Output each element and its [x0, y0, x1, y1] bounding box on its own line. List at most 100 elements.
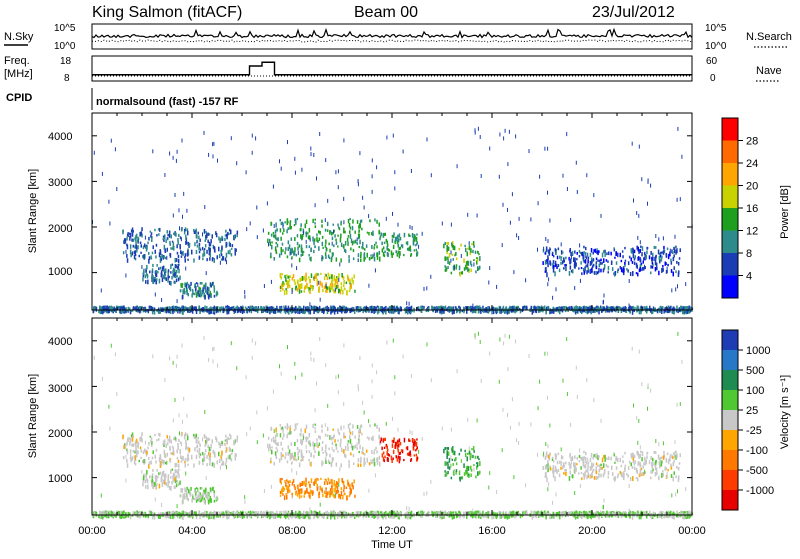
power-echo-cell — [332, 237, 334, 241]
velocity-echo-cell — [274, 462, 276, 466]
power-echo-cell — [607, 260, 609, 263]
power-echo-cell — [384, 254, 386, 257]
velocity-echo-cell — [600, 467, 602, 470]
velocity-echo-cell — [146, 451, 148, 455]
power-echo-cell — [142, 278, 144, 282]
velocity-echo-cell — [144, 449, 146, 453]
power-echo-cell — [205, 288, 207, 292]
velocity-echo-cell — [314, 484, 316, 487]
power-echo-cell — [212, 282, 214, 285]
velocity-echo-cell — [158, 433, 160, 435]
velocity-echo-cell — [600, 474, 602, 478]
power-speckle — [322, 255, 323, 259]
velocity-echo-cell — [397, 458, 399, 462]
power-echo-cell — [475, 251, 477, 254]
velocity-echo-cell — [636, 477, 638, 479]
power-echo-cell — [595, 250, 597, 253]
power-echo-cell — [473, 245, 475, 248]
velocity-echo-cell — [357, 447, 359, 450]
power-speckle — [231, 136, 232, 140]
power-echo-cell — [384, 233, 386, 236]
power-echo-cell — [281, 252, 283, 255]
velocity-echo-cell — [131, 443, 133, 446]
power-echo-cell — [185, 258, 187, 262]
power-echo-cell — [553, 255, 555, 257]
power-echo-cell — [199, 243, 201, 246]
velocity-echo-cell — [282, 427, 284, 430]
power-echo-cell — [127, 245, 129, 250]
power-echo-cell — [353, 240, 355, 243]
power-ylabel: Slant Range [km] — [27, 169, 39, 253]
velocity-echo-cell — [269, 444, 271, 448]
power-speckle — [358, 182, 359, 186]
velocity-echo-cell — [318, 451, 320, 456]
power-speckle — [519, 217, 520, 221]
velocity-echo-cell — [127, 450, 129, 455]
power-echo-cell — [382, 248, 384, 252]
velocity-echo-cell — [185, 440, 187, 445]
power-echo-cell — [560, 259, 562, 261]
power-echo-cell — [311, 305, 313, 308]
velocity-echo-cell — [314, 427, 316, 429]
power-echo-cell — [596, 248, 598, 250]
power-echo-cell — [453, 258, 455, 261]
power-echo-cell — [182, 310, 184, 315]
power-echo-cell — [364, 248, 366, 250]
power-echo-cell — [640, 308, 642, 310]
power-echo-cell — [591, 257, 593, 260]
power-echo-cell — [545, 310, 547, 314]
power-speckle — [552, 296, 553, 300]
power-echo-cell — [276, 306, 278, 310]
velocity-echo-cell — [196, 439, 198, 444]
power-speckle — [182, 215, 183, 219]
velocity-echo-cell — [340, 428, 342, 430]
power-echo-cell — [155, 255, 157, 258]
power-echo-cell — [167, 279, 169, 282]
power-echo-cell — [370, 306, 372, 310]
velocity-echo-cell — [620, 458, 622, 462]
velocity-echo-cell — [320, 486, 322, 491]
velocity-echo-cell — [545, 472, 547, 474]
velocity-echo-cell — [353, 479, 355, 483]
power-echo-cell — [224, 238, 226, 241]
velocity-echo-cell — [301, 453, 303, 457]
velocity-echo-cell — [275, 455, 277, 458]
velocity-echo-cell — [408, 439, 410, 442]
power-echo-cell — [600, 262, 602, 265]
power-speckle — [291, 263, 292, 267]
power-echo-cell — [152, 252, 154, 255]
power-echo-cell — [282, 249, 284, 252]
power-speckle — [132, 251, 133, 255]
velocity-echo-cell — [304, 495, 306, 498]
velocity-echo-cell — [411, 458, 413, 461]
power-speckle — [648, 178, 649, 182]
power-echo-cell — [308, 254, 310, 257]
velocity-echo-cell — [343, 432, 345, 436]
velocity-echo-cell — [661, 462, 663, 467]
velocity-echo-cell — [152, 469, 154, 472]
power-speckle — [544, 147, 545, 151]
velocity-echo-cell — [661, 473, 663, 478]
power-echo-cell — [476, 257, 478, 259]
velocity-echo-cell — [194, 490, 196, 494]
velocity-echo-cell — [319, 436, 321, 440]
power-echo-cell — [170, 264, 172, 269]
power-echo-cell — [180, 246, 182, 249]
power-echo-cell — [168, 309, 170, 313]
power-echo-cell — [305, 224, 307, 228]
power-echo-cell — [228, 250, 230, 254]
velocity-echo-cell — [634, 467, 636, 470]
power-echo-cell — [331, 274, 333, 278]
power-speckle — [450, 259, 451, 263]
power-echo-cell — [209, 257, 211, 261]
velocity-echo-cell — [177, 457, 179, 460]
velocity-echo-cell — [317, 487, 319, 491]
velocity-echo-cell — [289, 480, 291, 483]
power-speckle — [220, 261, 221, 265]
velocity-echo-cell — [369, 462, 371, 465]
power-echo-cell — [650, 272, 652, 275]
power-echo-cell — [170, 271, 172, 274]
power-echo-cell — [343, 227, 345, 231]
power-echo-cell — [384, 242, 386, 244]
velocity-echo-cell — [198, 437, 200, 440]
